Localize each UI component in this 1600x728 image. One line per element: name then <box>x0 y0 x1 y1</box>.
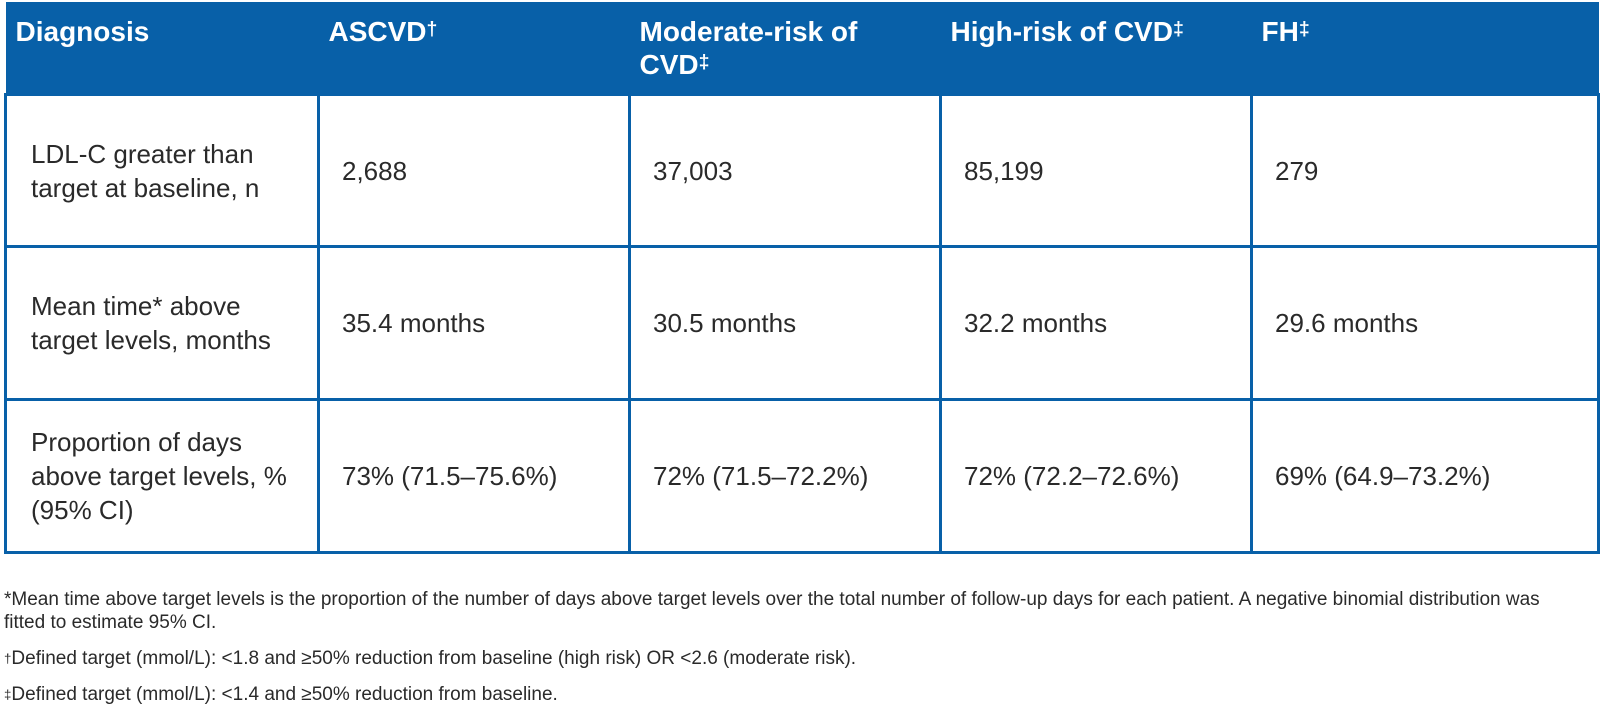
header-diagnosis: Diagnosis <box>5 2 319 95</box>
table-row: LDL-C greater than target at baseline, n… <box>4 93 1600 248</box>
ldl-target-table: Diagnosis ASCVD† Moderate-risk of CVD‡ H… <box>4 2 1600 554</box>
footnote-marker: ‡ <box>698 51 710 73</box>
footnotes: *Mean time above target levels is the pr… <box>4 588 1564 719</box>
footnote-symbol: * <box>4 589 12 610</box>
footnote-marker: † <box>426 18 438 40</box>
footnote: *Mean time above target levels is the pr… <box>4 588 1564 634</box>
footnote-marker: ‡ <box>1298 18 1310 40</box>
row-label: LDL-C greater than target at baseline, n <box>4 93 320 248</box>
header-label: ASCVD <box>328 16 427 47</box>
table-cell: 73% (71.5–75.6%) <box>317 398 631 554</box>
row-label: Proportion of days above target levels, … <box>4 398 320 554</box>
header-label: Moderate-risk of CVD <box>639 16 858 80</box>
table-row: Mean time* above target levels, months 3… <box>4 245 1600 401</box>
header-label: High-risk of CVD <box>950 16 1173 47</box>
table-cell: 72% (71.5–72.2%) <box>628 398 942 554</box>
row-label: Mean time* above target levels, months <box>4 245 320 401</box>
table-cell: 85,199 <box>939 93 1253 248</box>
header-moderate-risk: Moderate-risk of CVD‡ <box>629 2 941 95</box>
table-row: Proportion of days above target levels, … <box>4 398 1600 554</box>
footnote-text: Defined target (mmol/L): <1.8 and ≥50% r… <box>11 648 857 669</box>
footnote-text: Defined target (mmol/L): <1.4 and ≥50% r… <box>11 684 558 705</box>
table-cell: 29.6 months <box>1250 245 1600 401</box>
table-cell: 37,003 <box>628 93 942 248</box>
header-ascvd: ASCVD† <box>318 2 630 95</box>
header-high-risk: High-risk of CVD‡ <box>940 2 1252 95</box>
data-table-container: Diagnosis ASCVD† Moderate-risk of CVD‡ H… <box>4 2 1600 554</box>
table-body: LDL-C greater than target at baseline, n… <box>4 93 1600 554</box>
table-cell: 279 <box>1250 93 1600 248</box>
footnote-text: Mean time above target levels is the pro… <box>4 589 1540 633</box>
table-cell: 35.4 months <box>317 245 631 401</box>
table-cell: 32.2 months <box>939 245 1253 401</box>
footnote-marker: ‡ <box>1172 18 1184 40</box>
table-cell: 69% (64.9–73.2%) <box>1250 398 1600 554</box>
header-label: FH <box>1261 16 1299 47</box>
header-label: Diagnosis <box>15 16 150 47</box>
footnote-symbol: † <box>4 651 12 666</box>
table-cell: 30.5 months <box>628 245 942 401</box>
table-cell: 72% (72.2–72.6%) <box>939 398 1253 554</box>
footnote: †Defined target (mmol/L): <1.8 and ≥50% … <box>4 647 1564 670</box>
table-header: Diagnosis ASCVD† Moderate-risk of CVD‡ H… <box>5 2 1599 95</box>
footnote-symbol: ‡ <box>4 687 12 702</box>
footnote: ‡Defined target (mmol/L): <1.4 and ≥50% … <box>4 683 1564 706</box>
header-row: Diagnosis ASCVD† Moderate-risk of CVD‡ H… <box>5 2 1599 95</box>
header-fh: FH‡ <box>1251 2 1599 95</box>
table-cell: 2,688 <box>317 93 631 248</box>
